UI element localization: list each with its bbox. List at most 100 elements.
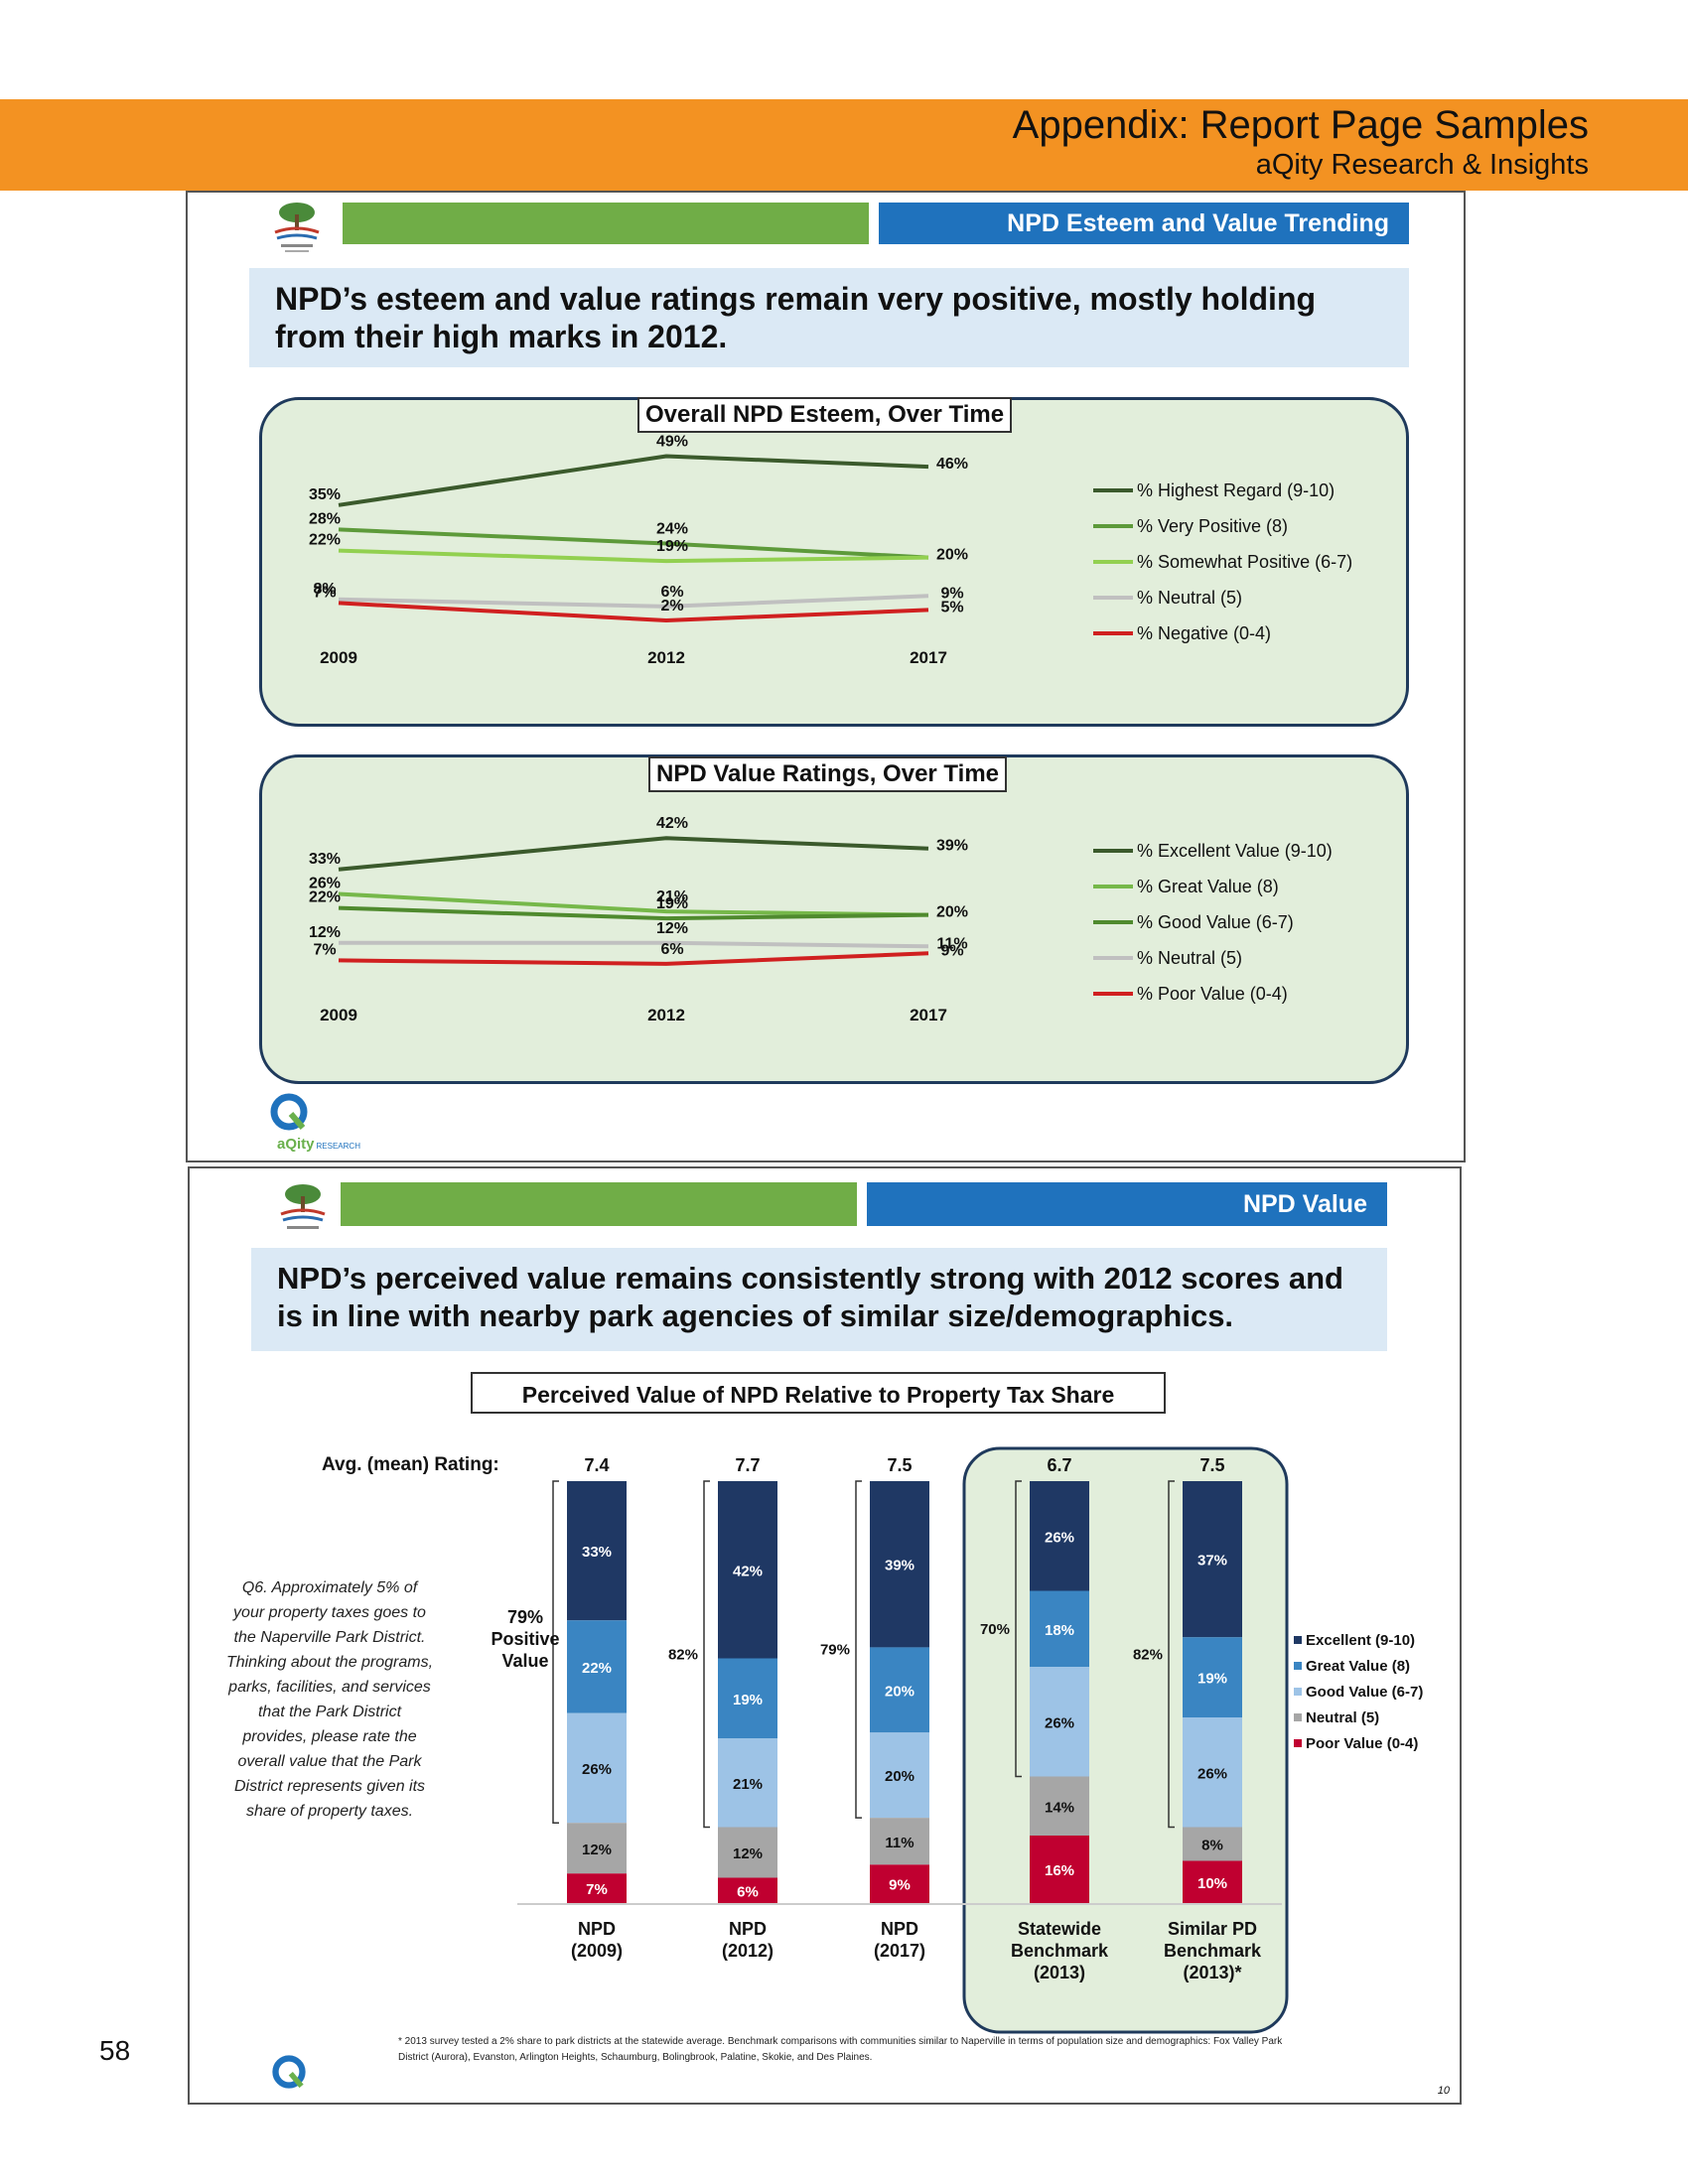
value-data-label: 22% [309, 889, 341, 906]
aqity-logo-icon [270, 1093, 308, 1131]
esteem-legend-item: % Somewhat Positive (6-7) [1093, 544, 1352, 580]
esteem-data-label: 7% [313, 584, 336, 601]
bar-segment-label: 26% [1197, 1765, 1227, 1782]
survey-question-text: Q6. Approximately 5% of your property ta… [225, 1579, 434, 1820]
value-legend-label: % Excellent Value (9-10) [1137, 840, 1333, 861]
positive-value-label: Positive [491, 1629, 559, 1649]
value-line-chart: 33% 42% 39% 26% 21% 20% 22% 19% 12% 12% 11% 7% 6% 9% 2… [309, 815, 968, 1024]
esteem-x-tick-label: 2009 [320, 648, 357, 667]
value-data-label: 39% [936, 838, 968, 855]
bar-segment-label: 22% [582, 1660, 612, 1677]
bar-segment [567, 1823, 627, 1874]
perceived-value-legend-item: Good Value (6-7) [1294, 1679, 1423, 1705]
value-series-line-3 [339, 940, 929, 949]
esteem-series-line-2 [338, 548, 929, 564]
value-data-label: 12% [309, 924, 341, 941]
esteem-x-tick-label: 2017 [910, 648, 947, 667]
benchmark-footnote: * 2013 survey tested a 2% share to park … [398, 2036, 1283, 2063]
section-label: NPD Esteem and Value Trending [879, 203, 1409, 244]
esteem-data-label: 2% [660, 598, 683, 614]
legend-label: Great Value (8) [1306, 1657, 1411, 1675]
bar-segment-label: 14% [1045, 1799, 1074, 1816]
aqity-logo-text: aQity RESEARCH [277, 1136, 360, 1153]
mean-rating-label: Avg. (mean) Rating: [322, 1454, 499, 1475]
perceived-value-legend-item: Neutral (5) [1294, 1705, 1423, 1730]
esteem-legend-swatch [1093, 631, 1133, 635]
legend-swatch [1294, 1739, 1302, 1747]
bar-segment [718, 1481, 777, 1659]
value-data-label: 9% [940, 942, 963, 959]
header-subtitle: aQity Research & Insights [1255, 149, 1589, 181]
category-label: Similar PD [1168, 1919, 1257, 1939]
bar-segment-label: 9% [889, 1877, 911, 1894]
value-data-label: 7% [313, 941, 336, 958]
category-label: (2013) [1034, 1963, 1085, 1982]
slide-number: 10 [1437, 2085, 1450, 2097]
positive-share-label: 82% [1133, 1646, 1163, 1663]
category-label: (2009) [571, 1941, 623, 1961]
value-legend-swatch [1093, 992, 1133, 996]
bar-segment-label: 6% [737, 1883, 759, 1900]
bar-segment-label: 20% [885, 1768, 914, 1785]
mean-rating-value: 7.7 [735, 1455, 760, 1475]
bar-segment [567, 1873, 627, 1903]
value-legend-item: % Great Value (8) [1093, 869, 1333, 904]
value-chart-panel [259, 754, 1409, 1084]
esteem-series-line-0 [338, 454, 929, 507]
value-data-label: 20% [936, 904, 968, 921]
bar-segment [1030, 1590, 1089, 1667]
bar-segment-label: 19% [1197, 1671, 1227, 1688]
bar-segment [870, 1864, 929, 1903]
category-label: Statewide [1018, 1919, 1101, 1939]
esteem-data-label: 6% [660, 584, 683, 601]
bar-segment [1030, 1836, 1089, 1903]
page-number: 58 [99, 2035, 131, 2066]
bar-segment [870, 1732, 929, 1819]
bar-segment [567, 1620, 627, 1713]
value-legend-label: % Great Value (8) [1137, 876, 1279, 896]
perceived-value-legend: Excellent (9-10) Great Value (8) Good Valu… [1294, 1627, 1423, 1756]
bar-segment-label: 12% [733, 1845, 763, 1862]
legend-label: Good Value (6-7) [1306, 1683, 1424, 1701]
esteem-legend-label: % Neutral (5) [1137, 587, 1243, 608]
esteem-legend-item: % Very Positive (8) [1093, 508, 1352, 544]
esteem-legend: % Highest Regard (9-10) % Very Positive (… [1093, 473, 1352, 651]
aqity-logo-icon [272, 2055, 306, 2089]
positive-bracket [552, 1480, 559, 1824]
bar-segment-label: 18% [1045, 1622, 1074, 1639]
bar-segment [718, 1827, 777, 1878]
bar-segment-label: 11% [885, 1835, 914, 1851]
category-label: (2017) [874, 1941, 925, 1961]
category-label: Benchmark [1011, 1941, 1109, 1961]
esteem-data-label: 24% [656, 521, 688, 538]
value-series-line-1 [338, 891, 929, 917]
bar-segment [870, 1481, 929, 1648]
slide-headline: NPD’s perceived value remains consistent… [251, 1248, 1387, 1351]
value-data-label: 42% [656, 815, 688, 832]
slide-esteem-value-trending: NPD Esteem and Value Trending NPD’s este… [186, 191, 1466, 1162]
bar-segment-label: 20% [885, 1683, 914, 1700]
header-title: Appendix: Report Page Samples [1012, 103, 1589, 147]
bar-segment [1030, 1776, 1089, 1836]
mean-rating-value: 7.4 [584, 1455, 609, 1475]
legend-label: Neutral (5) [1306, 1708, 1380, 1726]
esteem-legend-swatch [1093, 596, 1133, 600]
bar-segment-label: 16% [1045, 1862, 1074, 1879]
value-legend-swatch [1093, 920, 1133, 924]
value-data-label: 21% [656, 888, 688, 905]
esteem-data-label: 22% [309, 532, 341, 549]
value-legend: % Excellent Value (9-10) % Great Value (8… [1093, 833, 1333, 1012]
legend-swatch [1294, 1662, 1302, 1670]
category-label: (2013)* [1183, 1963, 1241, 1982]
value-legend-swatch [1093, 885, 1133, 888]
bar-segment [1183, 1637, 1242, 1717]
legend-swatch [1294, 1713, 1302, 1721]
bar-segment-label: 8% [1201, 1838, 1223, 1854]
legend-swatch [1294, 1636, 1302, 1644]
value-data-label: 12% [656, 920, 688, 937]
perceived-value-stacked-bar-chart: 33%22%26%12%7%7.4NPD(2009)42%19%21%12%6%… [491, 1446, 1289, 2034]
positive-value-label: Value [501, 1651, 548, 1671]
bar-segment [567, 1481, 627, 1621]
value-data-label: 26% [309, 875, 341, 891]
value-data-label: 19% [656, 895, 688, 912]
